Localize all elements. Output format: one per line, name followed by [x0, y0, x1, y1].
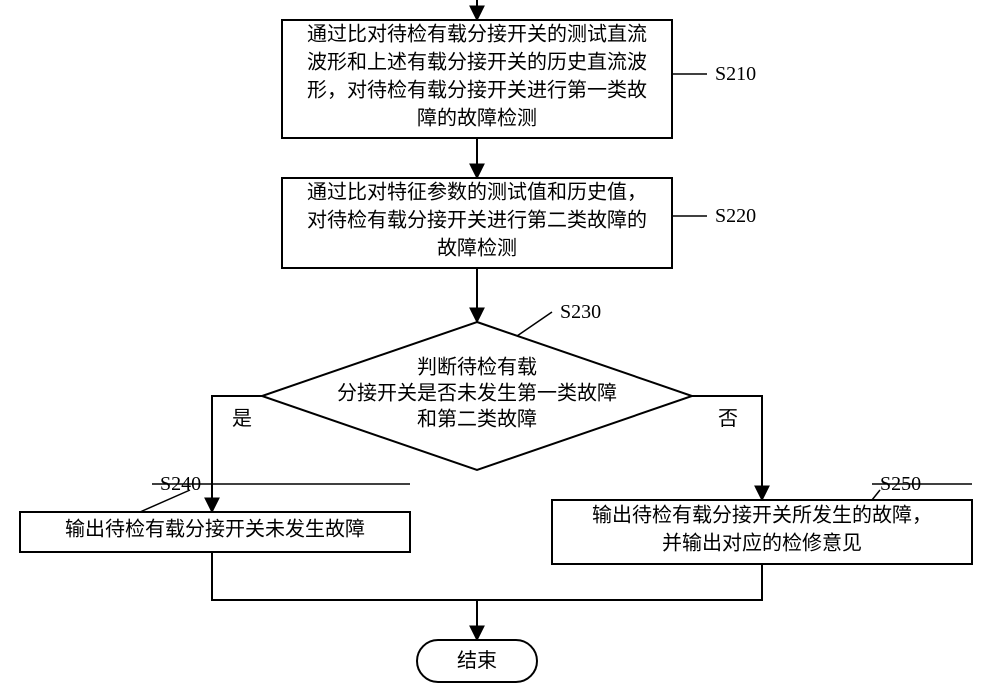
- edge-s250-merge: [477, 564, 762, 600]
- s210-line-0: 通过比对待检有载分接开关的测试直流: [307, 23, 647, 46]
- leader-s230: [517, 312, 552, 336]
- s220-line-2: 故障检测: [437, 237, 517, 260]
- leader-s250: [872, 490, 880, 500]
- s210-line-3: 障的故障检测: [417, 107, 537, 130]
- s220-line-1: 对待检有载分接开关进行第二类故障的: [307, 209, 647, 232]
- s250-line-1: 并输出对应的检修意见: [662, 532, 862, 555]
- s230-line-1: 分接开关是否未发生第一类故障: [337, 382, 617, 405]
- s220-line-0: 通过比对特征参数的测试值和历史值，: [307, 181, 647, 204]
- branch-label-no: 否: [718, 408, 738, 430]
- s250-line-0: 输出待检有载分接开关所发生的故障，: [592, 504, 932, 527]
- branch-label-yes: 是: [232, 408, 252, 430]
- s230-line-2: 和第二类故障: [417, 408, 537, 431]
- s230-line-0: 判断待检有载: [417, 356, 537, 379]
- label-s210: S210: [715, 63, 756, 85]
- terminator-end-text: 结束: [457, 649, 497, 672]
- label-s220: S220: [715, 205, 756, 227]
- s240-line-0: 输出待检有载分接开关未发生故障: [65, 518, 365, 541]
- label-s230: S230: [560, 301, 601, 323]
- s210-line-2: 形，对待检有载分接开关进行第一类故: [307, 79, 647, 102]
- edge-s240-merge: [212, 552, 477, 600]
- s210-line-1: 波形和上述有载分接开关的历史直流波: [307, 51, 647, 74]
